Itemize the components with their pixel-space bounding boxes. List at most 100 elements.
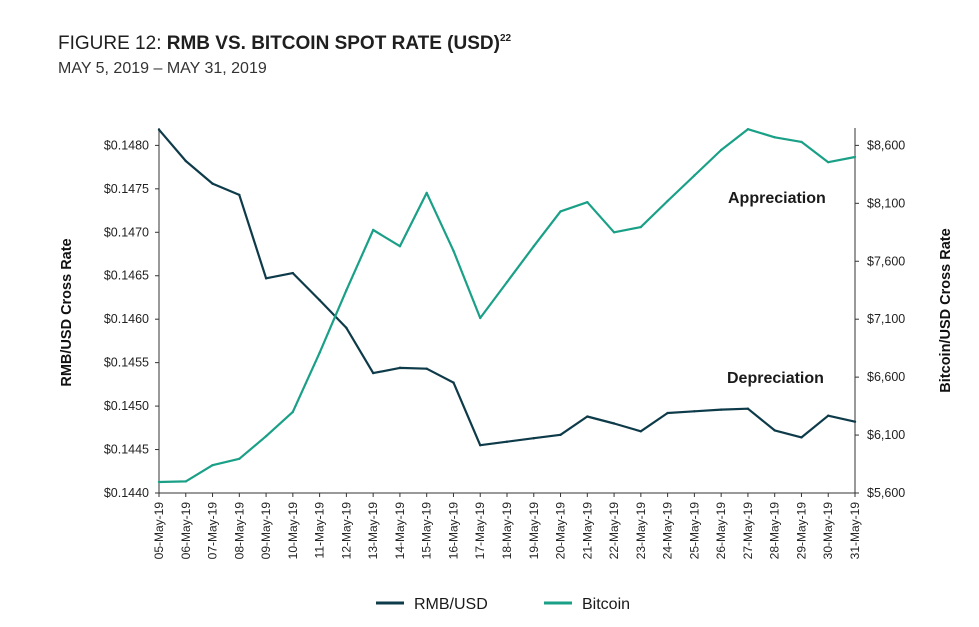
data-point-rmb-usd: [398, 366, 402, 370]
data-point-rmb-usd: [746, 407, 750, 410]
data-point-rmb-usd: [452, 381, 455, 384]
left-axis-title: RMB/USD Cross Rate: [59, 238, 75, 386]
data-point-bitcoin: [612, 231, 616, 234]
right-axis-title: Bitcoin/USD Cross Rate: [938, 228, 954, 392]
data-point-rmb-usd: [371, 371, 375, 375]
data-point-rmb-usd: [773, 429, 776, 432]
x-tick-label: 28-May-19: [768, 502, 782, 560]
left-tick-label: $0.1440: [104, 486, 149, 500]
data-point-rmb-usd: [264, 277, 268, 280]
x-tick-label: 06-May-19: [179, 502, 193, 560]
x-tick-label: 18-May-19: [500, 502, 514, 560]
right-tick-label: $6,100: [867, 428, 905, 442]
data-point-bitcoin: [371, 228, 375, 232]
data-point-rmb-usd: [693, 410, 696, 413]
data-point-rmb-usd: [425, 367, 428, 370]
data-point-rmb-usd: [827, 414, 830, 417]
data-point-rmb-usd: [318, 298, 321, 302]
x-tick-label: 09-May-19: [259, 502, 273, 560]
data-point-bitcoin: [532, 244, 535, 248]
left-tick-label: $0.1460: [104, 312, 149, 326]
data-point-rmb-usd: [238, 193, 241, 197]
x-tick-label: 23-May-19: [634, 502, 648, 560]
data-point-bitcoin: [853, 155, 857, 159]
data-point-bitcoin: [211, 463, 214, 467]
right-tick-label: $7,100: [867, 312, 905, 326]
right-tick-label: $7,600: [867, 254, 905, 268]
left-tick-label: $0.1445: [104, 443, 149, 457]
figure-title: RMB VS. BITCOIN SPOT RATE (USD): [166, 33, 500, 54]
left-tick-label: $0.1475: [104, 182, 149, 196]
data-point-rmb-usd: [666, 411, 669, 415]
x-tick-label: 14-May-19: [393, 502, 407, 560]
left-tick-label: $0.1450: [104, 399, 149, 413]
depreciation-annotation: Depreciation: [727, 370, 824, 387]
data-point-rmb-usd: [184, 159, 187, 163]
data-point-rmb-usd: [479, 444, 482, 447]
series-line-rmb-usd: [158, 128, 856, 447]
x-tick-label: 10-May-19: [286, 502, 300, 560]
data-point-bitcoin: [719, 148, 723, 152]
data-point-bitcoin: [639, 225, 643, 229]
chart-title: FIGURE 12: RMB VS. BITCOIN SPOT RATE (US…: [58, 33, 511, 55]
data-point-rmb-usd: [639, 430, 643, 433]
series-line-bitcoin: [158, 128, 856, 484]
data-point-bitcoin: [452, 249, 455, 253]
data-point-rmb-usd: [157, 128, 161, 131]
right-tick-label: $5,600: [867, 486, 905, 500]
x-tick-label: 11-May-19: [313, 502, 327, 559]
appreciation-annotation: Appreciation: [728, 190, 826, 207]
data-point-bitcoin: [773, 136, 776, 139]
data-point-rmb-usd: [719, 408, 723, 411]
data-point-bitcoin: [184, 480, 187, 483]
x-tick-label: 24-May-19: [661, 502, 675, 560]
data-point-rmb-usd: [505, 440, 509, 443]
data-point-bitcoin: [425, 191, 428, 195]
left-tick-label: $0.1465: [104, 269, 149, 283]
x-tick-label: 19-May-19: [527, 502, 541, 560]
x-tick-label: 05-May-19: [152, 502, 166, 560]
x-tick-label: 25-May-19: [687, 502, 701, 560]
x-tick-label: 21-May-19: [580, 502, 594, 560]
data-point-bitcoin: [318, 351, 321, 354]
data-point-bitcoin: [800, 140, 803, 144]
legend-label-bitcoin: Bitcoin: [582, 596, 630, 613]
footnote-marker: 22: [499, 33, 512, 44]
x-tick-label: 27-May-19: [741, 502, 755, 560]
data-point-bitcoin: [505, 280, 509, 284]
x-tick-label: 07-May-19: [206, 502, 220, 560]
data-point-bitcoin: [693, 174, 696, 177]
x-tick-label: 26-May-19: [714, 502, 728, 560]
data-point-rmb-usd: [853, 420, 857, 423]
data-point-bitcoin: [238, 457, 241, 461]
data-point-rmb-usd: [291, 271, 295, 275]
x-tick-label: 30-May-19: [821, 502, 835, 560]
data-point-rmb-usd: [211, 182, 214, 185]
x-tick-label: 29-May-19: [794, 502, 808, 560]
left-tick-label: $0.1470: [104, 225, 149, 239]
data-point-rmb-usd: [532, 437, 535, 440]
legend-label-rmb-usd: RMB/USD: [414, 596, 488, 613]
x-tick-label: 22-May-19: [607, 502, 621, 560]
data-point-rmb-usd: [345, 326, 348, 330]
x-tick-label: 15-May-19: [420, 502, 434, 560]
data-point-bitcoin: [827, 160, 830, 164]
left-tick-label: $0.1455: [104, 356, 149, 370]
data-point-rmb-usd: [800, 436, 803, 439]
data-point-rmb-usd: [559, 433, 562, 436]
x-tick-label: 16-May-19: [446, 502, 460, 560]
data-point-bitcoin: [345, 289, 348, 292]
x-tick-label: 13-May-19: [366, 502, 380, 560]
data-point-bitcoin: [666, 199, 669, 203]
data-point-bitcoin: [264, 435, 268, 438]
data-point-bitcoin: [479, 316, 482, 320]
x-tick-label: 17-May-19: [473, 502, 487, 560]
data-point-bitcoin: [746, 127, 750, 131]
data-point-bitcoin: [398, 244, 402, 248]
x-tick-label: 08-May-19: [232, 502, 246, 560]
left-tick-label: $0.1480: [104, 138, 149, 152]
x-tick-label: 12-May-19: [339, 502, 353, 560]
right-tick-label: $8,100: [867, 196, 905, 210]
data-point-bitcoin: [586, 200, 589, 204]
data-point-rmb-usd: [612, 422, 616, 425]
